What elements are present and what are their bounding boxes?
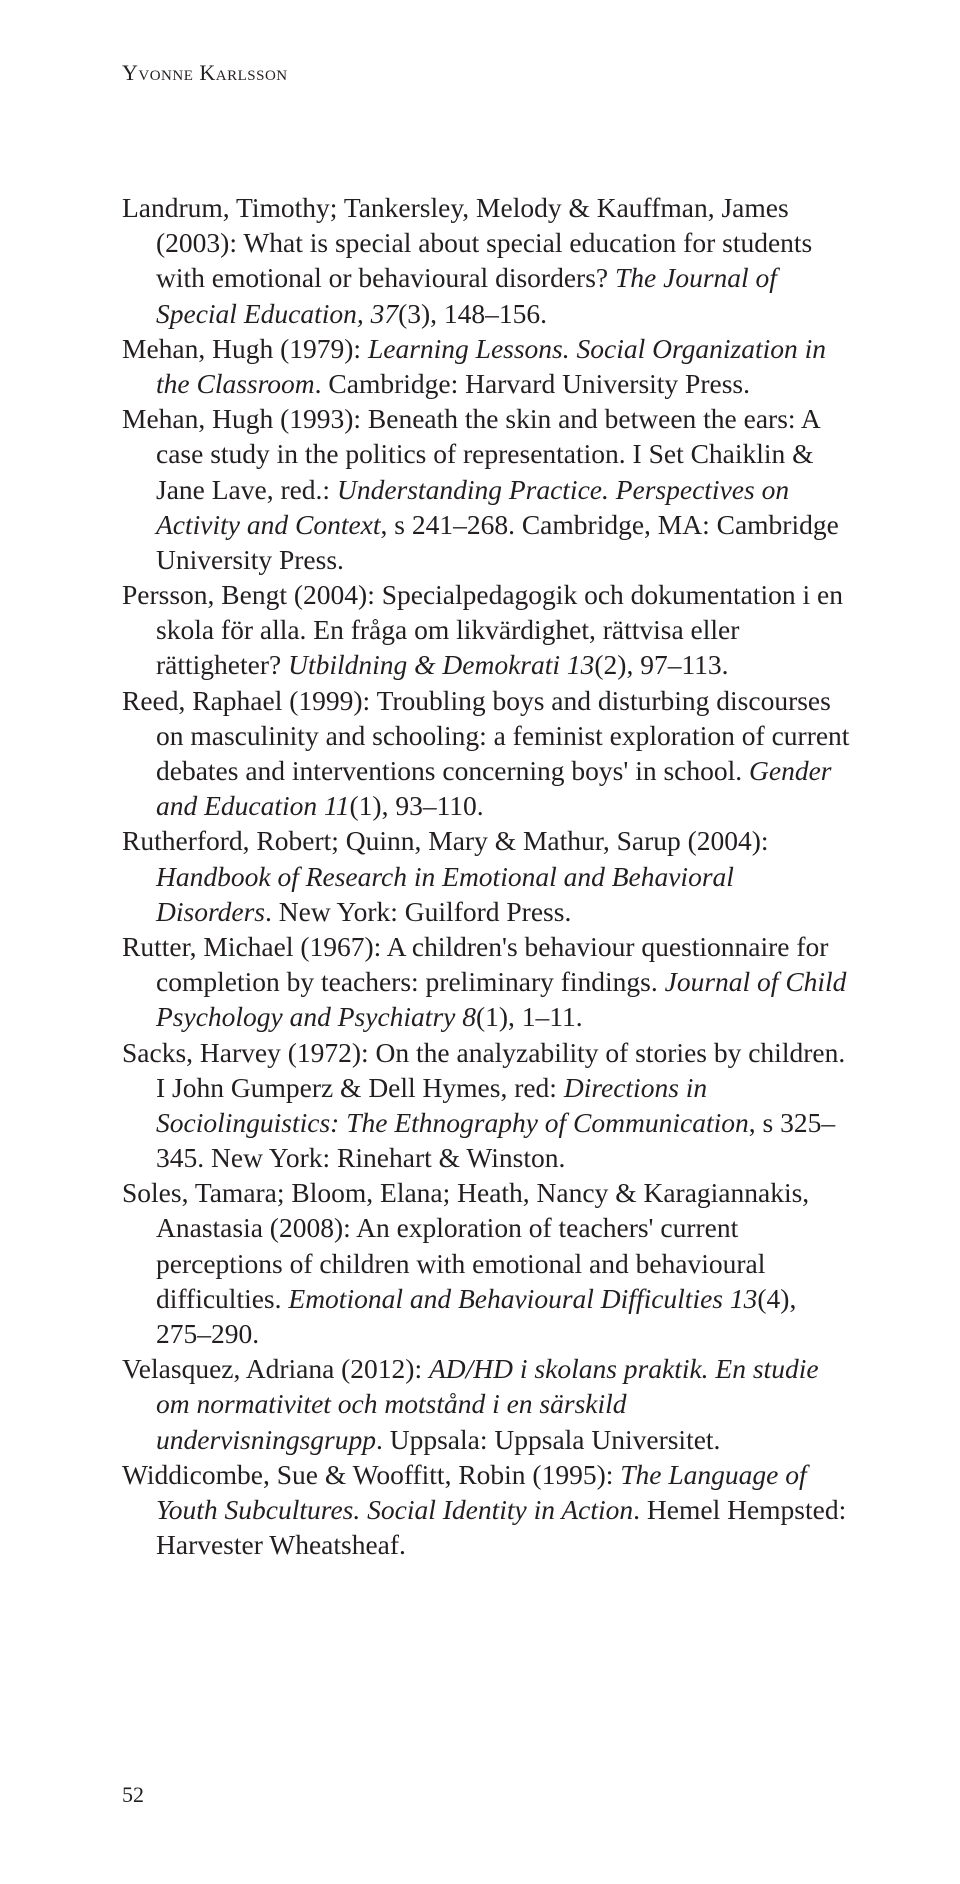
reference-text: Velasquez, Adriana (2012):	[122, 1353, 429, 1384]
reference-entry: Mehan, Hugh (1993): Beneath the skin and…	[122, 401, 852, 577]
reference-text: Widdicombe, Sue & Wooffitt, Robin (1995)…	[122, 1459, 620, 1490]
reference-italic-text: Utbildning & Demokrati 13	[288, 649, 594, 680]
reference-entry: Soles, Tamara; Bloom, Elana; Heath, Nanc…	[122, 1175, 852, 1351]
reference-text: (2), 97–113.	[594, 649, 728, 680]
reference-entry: Velasquez, Adriana (2012): AD/HD i skola…	[122, 1351, 852, 1457]
reference-text: . Cambridge: Harvard University Press.	[315, 368, 750, 399]
reference-entry: Widdicombe, Sue & Wooffitt, Robin (1995)…	[122, 1457, 852, 1563]
references-list: Landrum, Timothy; Tankersley, Melody & K…	[122, 190, 852, 1562]
reference-text: (1), 1–11.	[476, 1001, 583, 1032]
reference-entry: Sacks, Harvey (1972): On the analyzabili…	[122, 1035, 852, 1176]
reference-entry: Rutherford, Robert; Quinn, Mary & Mathur…	[122, 823, 852, 929]
running-head: Yvonne Karlsson	[122, 60, 852, 86]
reference-entry: Persson, Bengt (2004): Specialpedagogik …	[122, 577, 852, 683]
reference-text: Reed, Raphael (1999): Troubling boys and…	[122, 685, 849, 786]
reference-text: Rutherford, Robert; Quinn, Mary & Mathur…	[122, 825, 769, 856]
reference-italic-text: Emotional and Behavioural Difficulties 1…	[288, 1283, 757, 1314]
reference-text: Mehan, Hugh (1979):	[122, 333, 368, 364]
reference-entry: Rutter, Michael (1967): A children's beh…	[122, 929, 852, 1035]
reference-entry: Reed, Raphael (1999): Troubling boys and…	[122, 683, 852, 824]
reference-text: . Uppsala: Uppsala Universitet.	[376, 1424, 720, 1455]
reference-entry: Landrum, Timothy; Tankersley, Melody & K…	[122, 190, 852, 331]
reference-entry: Mehan, Hugh (1979): Learning Lessons. So…	[122, 331, 852, 401]
reference-text: Sacks, Harvey (1972): On the analyzabili…	[122, 1037, 845, 1103]
page: Yvonne Karlsson Landrum, Timothy; Tanker…	[0, 0, 960, 1884]
reference-text: (3), 148–156.	[398, 298, 547, 329]
reference-text: . New York: Guilford Press.	[265, 896, 571, 927]
page-number: 52	[122, 1782, 144, 1808]
reference-text: (1), 93–110.	[350, 790, 484, 821]
